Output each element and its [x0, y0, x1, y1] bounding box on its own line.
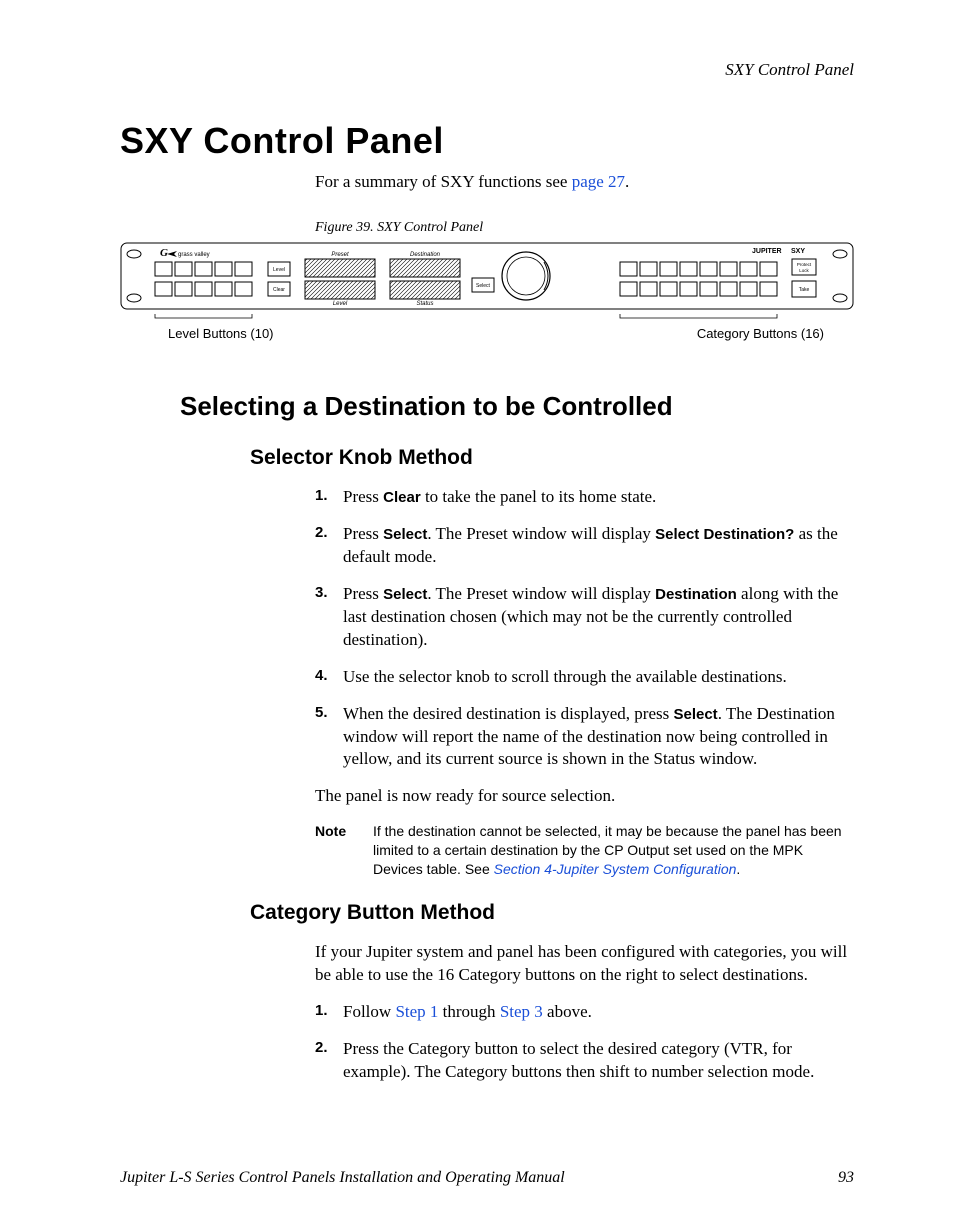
step-text: Follow Step 1 through Step 3 above.: [343, 1001, 854, 1024]
steps-category: 1.Follow Step 1 through Step 3 above. 2.…: [315, 1001, 854, 1084]
btn-select-label: Select: [476, 283, 491, 289]
step-text: Press Select. The Preset window will dis…: [343, 523, 854, 569]
svg-text:Protect: Protect: [797, 262, 812, 267]
steps-selector-knob: 1.Press Clear to take the panel to its h…: [315, 486, 854, 771]
category-intro: If your Jupiter system and panel has bee…: [315, 941, 854, 987]
note-text: If the destination cannot be selected, i…: [373, 822, 854, 879]
step-number: 5.: [315, 703, 343, 772]
lbl-preset: Preset: [331, 252, 349, 258]
step-text: Press Select. The Preset window will dis…: [343, 583, 854, 652]
note-label: Note: [315, 822, 373, 879]
page-number: 93: [838, 1169, 854, 1187]
step-link-3[interactable]: Step 3: [500, 1002, 543, 1021]
step-text: When the desired destination is displaye…: [343, 703, 854, 772]
brand-logo-g: G: [160, 247, 168, 259]
lbl-status: Status: [416, 301, 433, 307]
step-number: 3.: [315, 583, 343, 652]
callout-level-buttons: Level Buttons (10): [168, 326, 274, 341]
page-title: SXY Control Panel: [120, 120, 854, 162]
step-number: 4.: [315, 666, 343, 689]
btn-clear-label: Clear: [273, 287, 285, 293]
svg-text:Lock: Lock: [799, 268, 809, 273]
note-link[interactable]: Section 4-Jupiter System Configuration: [494, 861, 737, 877]
step-number: 2.: [315, 1038, 343, 1084]
step-number: 1.: [315, 486, 343, 509]
intro-prefix: For a summary of SXY functions see: [315, 172, 572, 191]
section-heading: Selecting a Destination to be Controlled: [180, 391, 854, 422]
step-link-1[interactable]: Step 1: [395, 1002, 438, 1021]
intro-suffix: .: [625, 172, 629, 191]
figure-panel: G grass valley Level Clear Preset Level …: [120, 242, 854, 341]
step-text: Use the selector knob to scroll through …: [343, 666, 854, 689]
level-button-group: [155, 262, 252, 296]
lbl-destination: Destination: [410, 252, 441, 258]
after-paragraph: The panel is now ready for source select…: [315, 785, 854, 808]
note-block: Note If the destination cannot be select…: [315, 822, 854, 879]
intro-page-link[interactable]: page 27: [572, 172, 625, 191]
brand-jupiter: JUPITER: [752, 248, 782, 255]
intro-paragraph: For a summary of SXY functions see page …: [315, 172, 854, 192]
running-head: SXY Control Panel: [120, 60, 854, 80]
figure-caption: Figure 39. SXY Control Panel: [315, 220, 854, 236]
subsection-selector-knob: Selector Knob Method: [250, 446, 854, 470]
step-text: Press the Category button to select the …: [343, 1038, 854, 1084]
btn-level-label: Level: [273, 267, 285, 273]
footer-title: Jupiter L-S Series Control Panels Instal…: [120, 1169, 565, 1187]
btn-take-label: Take: [799, 287, 810, 293]
step-number: 2.: [315, 523, 343, 569]
step-number: 1.: [315, 1001, 343, 1024]
brand-logo-text: grass valley: [178, 252, 210, 258]
subsection-category-button: Category Button Method: [250, 901, 854, 925]
step-text: Press Clear to take the panel to its hom…: [343, 486, 854, 509]
brand-sxy: SXY: [791, 248, 805, 255]
lbl-level: Level: [333, 301, 348, 307]
callout-category-buttons: Category Buttons (16): [697, 326, 824, 341]
category-button-group: [620, 262, 777, 296]
